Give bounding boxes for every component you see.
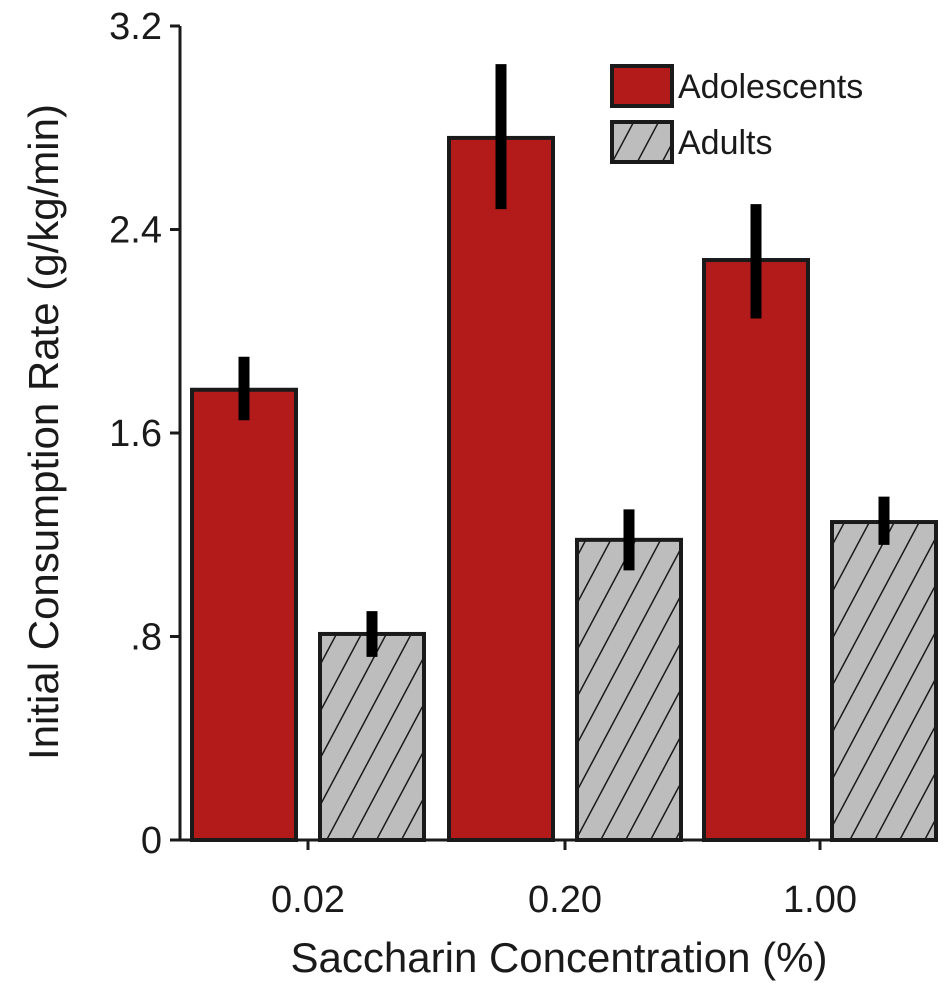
x-tick-label: 0.20 <box>528 879 602 921</box>
bar-adults-0.02 <box>318 631 426 842</box>
x-tick-label: 0.02 <box>271 879 345 921</box>
y-tick-label: 1.6 <box>109 413 162 455</box>
y-ticks: 0 .8 1.6 2.4 3.2 <box>109 6 180 862</box>
x-tick-label: 1.00 <box>783 879 857 921</box>
x-axis-label: Saccharin Concentration (%) <box>291 934 828 981</box>
y-tick-label: 0 <box>141 820 162 862</box>
legend-swatch-adults <box>610 120 674 164</box>
bar-adolescents-0.02 <box>190 387 298 842</box>
bars-layer <box>190 135 938 843</box>
legend-label-adults: Adults <box>678 124 773 162</box>
y-tick-label: 3.2 <box>109 6 162 48</box>
y-tick-label: 2.4 <box>109 210 162 252</box>
bar-adolescents-1.00 <box>702 258 810 842</box>
legend-swatch-adolescents <box>610 64 674 108</box>
legend: Adolescents Adults <box>610 64 863 164</box>
x-ticks: 0.02 0.20 1.00 <box>271 840 857 921</box>
legend-label-adolescents: Adolescents <box>678 68 863 106</box>
y-axis-label: Initial Consumption Rate (g/kg/min) <box>20 104 67 760</box>
bar-adolescents-0.20 <box>447 135 555 843</box>
y-tick-label: .8 <box>130 617 162 659</box>
bar-adults-1.00 <box>830 520 938 842</box>
error-bars-layer <box>238 64 890 657</box>
bar-adults-0.20 <box>575 537 683 843</box>
